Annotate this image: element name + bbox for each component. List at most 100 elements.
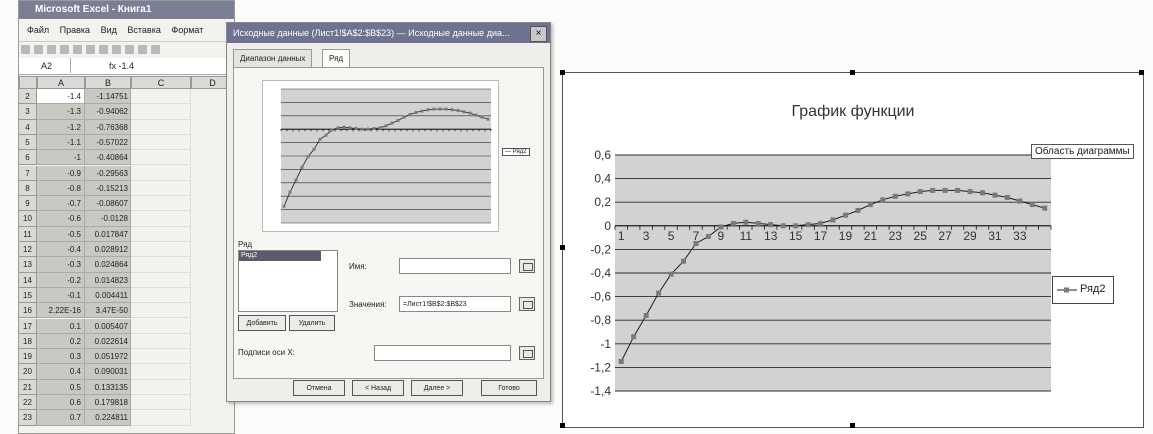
preview-icon[interactable]	[73, 45, 82, 54]
cell-c[interactable]	[131, 211, 191, 227]
cell-b[interactable]: 0.028912	[85, 242, 131, 258]
cell-a[interactable]: -0.7	[37, 196, 85, 212]
data-point[interactable]	[348, 126, 352, 130]
data-point[interactable]	[486, 117, 490, 121]
cell-c[interactable]	[131, 364, 191, 380]
select-all-corner[interactable]	[19, 76, 37, 89]
x-labels-range-picker-icon[interactable]	[519, 346, 535, 360]
cell-b[interactable]: 0.133135	[85, 379, 131, 395]
data-point[interactable]	[294, 178, 298, 182]
cell-b[interactable]: -0.94062	[85, 104, 131, 120]
paste-icon[interactable]	[125, 45, 134, 54]
cell-c[interactable]	[131, 104, 191, 120]
data-point[interactable]	[468, 111, 472, 115]
finish-button[interactable]: Готово	[481, 380, 537, 396]
resize-handle-top-left[interactable]	[560, 70, 565, 75]
data-point[interactable]	[842, 212, 848, 218]
cell-b[interactable]: -0.15213	[85, 180, 131, 197]
row-number[interactable]: 5	[19, 134, 37, 151]
data-point[interactable]	[432, 107, 436, 111]
cell-b[interactable]: 0.017847	[85, 226, 131, 242]
row-number[interactable]: 16	[19, 303, 37, 319]
data-point[interactable]	[288, 190, 292, 194]
data-point[interactable]	[480, 115, 484, 119]
cell-a[interactable]: -0.8	[37, 180, 85, 197]
cell-b[interactable]: 0.024864	[85, 257, 131, 273]
data-point[interactable]	[718, 224, 724, 230]
menu-view[interactable]: Вид	[100, 25, 117, 35]
cell-b[interactable]: -0.57022	[85, 134, 131, 151]
cell-c[interactable]	[131, 349, 191, 365]
cell-c[interactable]	[131, 180, 191, 197]
data-point[interactable]	[656, 290, 662, 296]
open-icon[interactable]	[34, 45, 43, 54]
row-number[interactable]: 3	[19, 104, 37, 120]
data-point[interactable]	[306, 155, 310, 159]
cell-a[interactable]: -1.3	[37, 104, 85, 120]
cell-b[interactable]: -0.40864	[85, 150, 131, 166]
data-point[interactable]	[743, 219, 749, 225]
cell-a[interactable]: 0.2	[37, 333, 85, 350]
data-point[interactable]	[892, 193, 898, 199]
cell-b[interactable]: 0.051972	[85, 349, 131, 365]
data-point[interactable]	[378, 126, 382, 130]
row-number[interactable]: 17	[19, 318, 37, 334]
series-list[interactable]: Ряд2	[238, 250, 338, 312]
cell-b[interactable]: 0.022614	[85, 333, 131, 350]
data-point[interactable]	[705, 233, 711, 239]
cut-icon[interactable]	[99, 45, 108, 54]
series-list-item[interactable]: Ряд2	[239, 251, 321, 261]
data-point[interactable]	[372, 127, 376, 131]
cell-b[interactable]: -0.29563	[85, 165, 131, 181]
row-number[interactable]: 10	[19, 211, 37, 227]
resize-handle-top[interactable]	[850, 70, 855, 75]
data-point[interactable]	[805, 222, 811, 228]
cell-c[interactable]	[131, 333, 191, 350]
copy-icon[interactable]	[112, 45, 121, 54]
data-point[interactable]	[1017, 198, 1023, 204]
row-number[interactable]: 14	[19, 272, 37, 288]
row-number[interactable]: 11	[19, 226, 37, 242]
cell-c[interactable]	[131, 410, 191, 426]
cell-a[interactable]: -0.4	[37, 242, 85, 258]
data-point[interactable]	[681, 258, 687, 264]
name-box[interactable]: A2	[19, 58, 71, 73]
row-number[interactable]: 2	[19, 89, 37, 105]
data-point[interactable]	[867, 202, 873, 208]
cell-b[interactable]: 0.005407	[85, 318, 131, 334]
cell-a[interactable]: -1	[37, 150, 85, 166]
chart-title[interactable]: График функции	[791, 103, 915, 120]
cell-a[interactable]: 0.3	[37, 349, 85, 365]
data-point[interactable]	[643, 312, 649, 318]
undo-icon[interactable]	[138, 45, 147, 54]
cell-c[interactable]	[131, 119, 191, 135]
cell-a[interactable]: 0.1	[37, 318, 85, 334]
tab-series[interactable]: Ряд	[322, 49, 351, 69]
new-icon[interactable]	[21, 45, 30, 54]
column-header-a[interactable]: A	[37, 76, 85, 89]
name-range-picker-icon[interactable]	[519, 259, 535, 273]
data-point[interactable]	[992, 192, 998, 198]
cell-c[interactable]	[131, 395, 191, 411]
cell-c[interactable]	[131, 303, 191, 319]
data-point[interactable]	[780, 223, 786, 229]
data-point[interactable]	[905, 191, 911, 197]
values-field[interactable]: =Лист1!$B$2:$B$23	[399, 296, 511, 312]
data-point[interactable]	[1042, 205, 1048, 211]
data-point[interactable]	[408, 112, 412, 116]
data-point[interactable]	[474, 113, 478, 117]
cell-a[interactable]: -0.9	[37, 165, 85, 181]
back-button[interactable]: < Назад	[352, 380, 404, 396]
row-number[interactable]: 9	[19, 196, 37, 212]
data-point[interactable]	[426, 108, 430, 112]
data-point[interactable]	[668, 271, 674, 277]
data-point[interactable]	[384, 124, 388, 128]
formula-input[interactable]: fx -1.4	[109, 61, 135, 71]
next-button[interactable]: Далее >	[411, 380, 463, 396]
data-point[interactable]	[366, 127, 370, 131]
data-point[interactable]	[631, 334, 637, 340]
cell-b[interactable]: 0.179818	[85, 395, 131, 411]
cell-b[interactable]: -1.14751	[85, 89, 131, 105]
data-point[interactable]	[300, 165, 304, 169]
data-point[interactable]	[967, 189, 973, 195]
